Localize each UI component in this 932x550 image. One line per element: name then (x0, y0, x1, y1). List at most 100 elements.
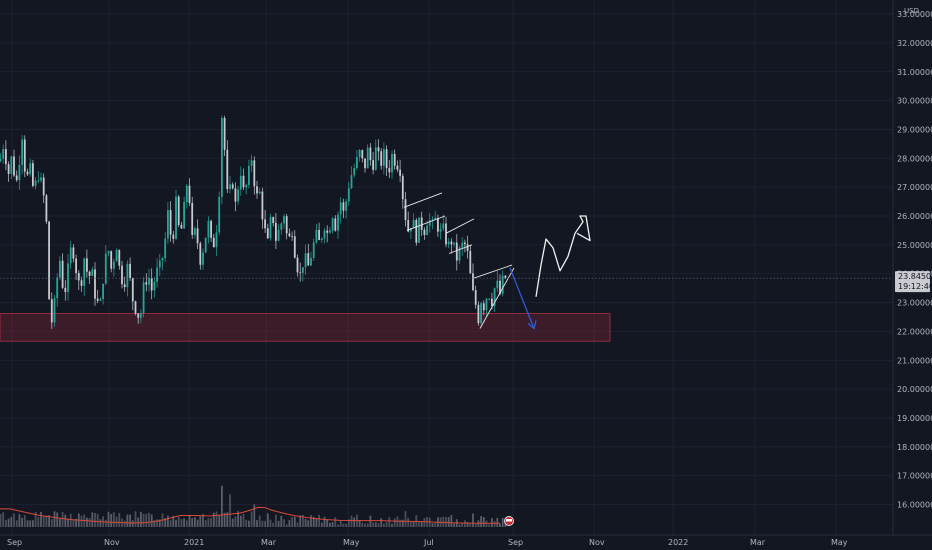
volume-bar (374, 522, 377, 528)
candle-body (202, 252, 204, 265)
volume-bar (296, 522, 299, 528)
wedge-upper (473, 264, 513, 279)
volume-bar (469, 523, 472, 528)
volume-bar (331, 522, 334, 528)
candle-body (356, 157, 358, 169)
volume-bar (226, 512, 229, 528)
candle-body (393, 153, 396, 166)
candle-body (442, 223, 445, 229)
volume-bar (61, 511, 64, 528)
candle-body (86, 258, 88, 272)
volume-bar (291, 517, 293, 528)
candle-body (180, 225, 183, 229)
candle-body (455, 242, 458, 261)
candle-body (215, 232, 218, 248)
candle-body (256, 186, 258, 194)
candle-body (104, 253, 107, 284)
volume-bar (447, 517, 450, 528)
volume-bar (285, 524, 288, 528)
volume-bar (315, 518, 318, 528)
candle-body (312, 242, 315, 258)
candle-body (115, 250, 118, 262)
candle-body (0, 158, 2, 162)
price-scale-background (893, 0, 932, 535)
x-tick-label: Mar (750, 538, 766, 547)
volume-bar (188, 514, 191, 528)
volume-bar (310, 515, 312, 528)
candle-body (339, 202, 342, 215)
volume-bar (10, 517, 13, 528)
volume-bar (153, 520, 156, 528)
candle-body (88, 271, 91, 276)
candle-body (94, 269, 96, 299)
volume-bar (99, 519, 102, 528)
y-tick-label: 30.00000 (897, 97, 932, 106)
x-tick-label: May (343, 538, 360, 547)
candle-body (418, 217, 420, 243)
volume-bar (169, 520, 172, 528)
x-tick-label: Sep (7, 538, 22, 547)
volume-bar (350, 515, 353, 528)
candle-body (156, 267, 158, 282)
x-tick-label: Mar (261, 538, 277, 547)
candle-body (485, 298, 488, 311)
candle-body (277, 229, 280, 241)
candle-body (350, 175, 353, 189)
candle-body (18, 164, 21, 181)
x-tick-label: 2022 (668, 538, 688, 547)
candle-body (7, 164, 10, 174)
candle-body (293, 236, 296, 258)
candle-body (140, 313, 142, 318)
candle-body (447, 241, 450, 245)
candle-body (234, 188, 237, 202)
volume-bar (148, 512, 150, 528)
volume-bar (480, 516, 482, 528)
volume-bar (283, 519, 285, 528)
candle-body (450, 241, 453, 245)
volume-bar (134, 511, 137, 528)
volume-bar (88, 518, 91, 528)
candle-body (499, 280, 501, 294)
volume-bar (393, 518, 396, 528)
candle-body (148, 278, 150, 285)
candle-body (248, 165, 250, 185)
time-scale[interactable]: Sep Nov 2021 Mar May Jul Sep Nov 2022 Mar May (7, 538, 848, 547)
volume-bar (401, 519, 404, 528)
volume-bar (407, 517, 410, 528)
volume-bar (264, 520, 266, 528)
candle-body (223, 117, 226, 150)
volume-bar (210, 517, 212, 528)
candle-body (434, 217, 437, 220)
down-arrow-head (527, 320, 537, 330)
volume-bar (237, 511, 239, 528)
volume-bar (293, 516, 296, 528)
candle-body (145, 282, 148, 285)
candle-body (107, 251, 110, 254)
volume-bar (337, 524, 339, 528)
volume-bar (104, 519, 107, 528)
candle-body (364, 158, 366, 169)
y-tick-label: 28.00000 (897, 154, 932, 163)
volume-bar (361, 522, 364, 528)
volume-bar (72, 520, 75, 528)
volume-bar (461, 523, 464, 528)
y-tick-label: 17.00000 (897, 472, 932, 481)
volume-bar (5, 520, 7, 528)
volume-bar (369, 515, 372, 528)
candle-body (458, 247, 461, 261)
candle-body (283, 216, 285, 224)
event-marker[interactable] (504, 516, 514, 526)
volume-bar (318, 514, 320, 528)
volume-bar (404, 511, 407, 528)
candle-body (412, 219, 415, 228)
candle-body (353, 168, 356, 176)
volume-bar (113, 512, 115, 528)
candle-body (13, 156, 15, 176)
volume-bar (59, 517, 61, 528)
x-tick-label: 2021 (184, 538, 204, 547)
candle-body (264, 219, 266, 229)
volume-bar (277, 520, 280, 528)
currency-label: USD (904, 7, 919, 15)
volume-bar (248, 520, 250, 528)
